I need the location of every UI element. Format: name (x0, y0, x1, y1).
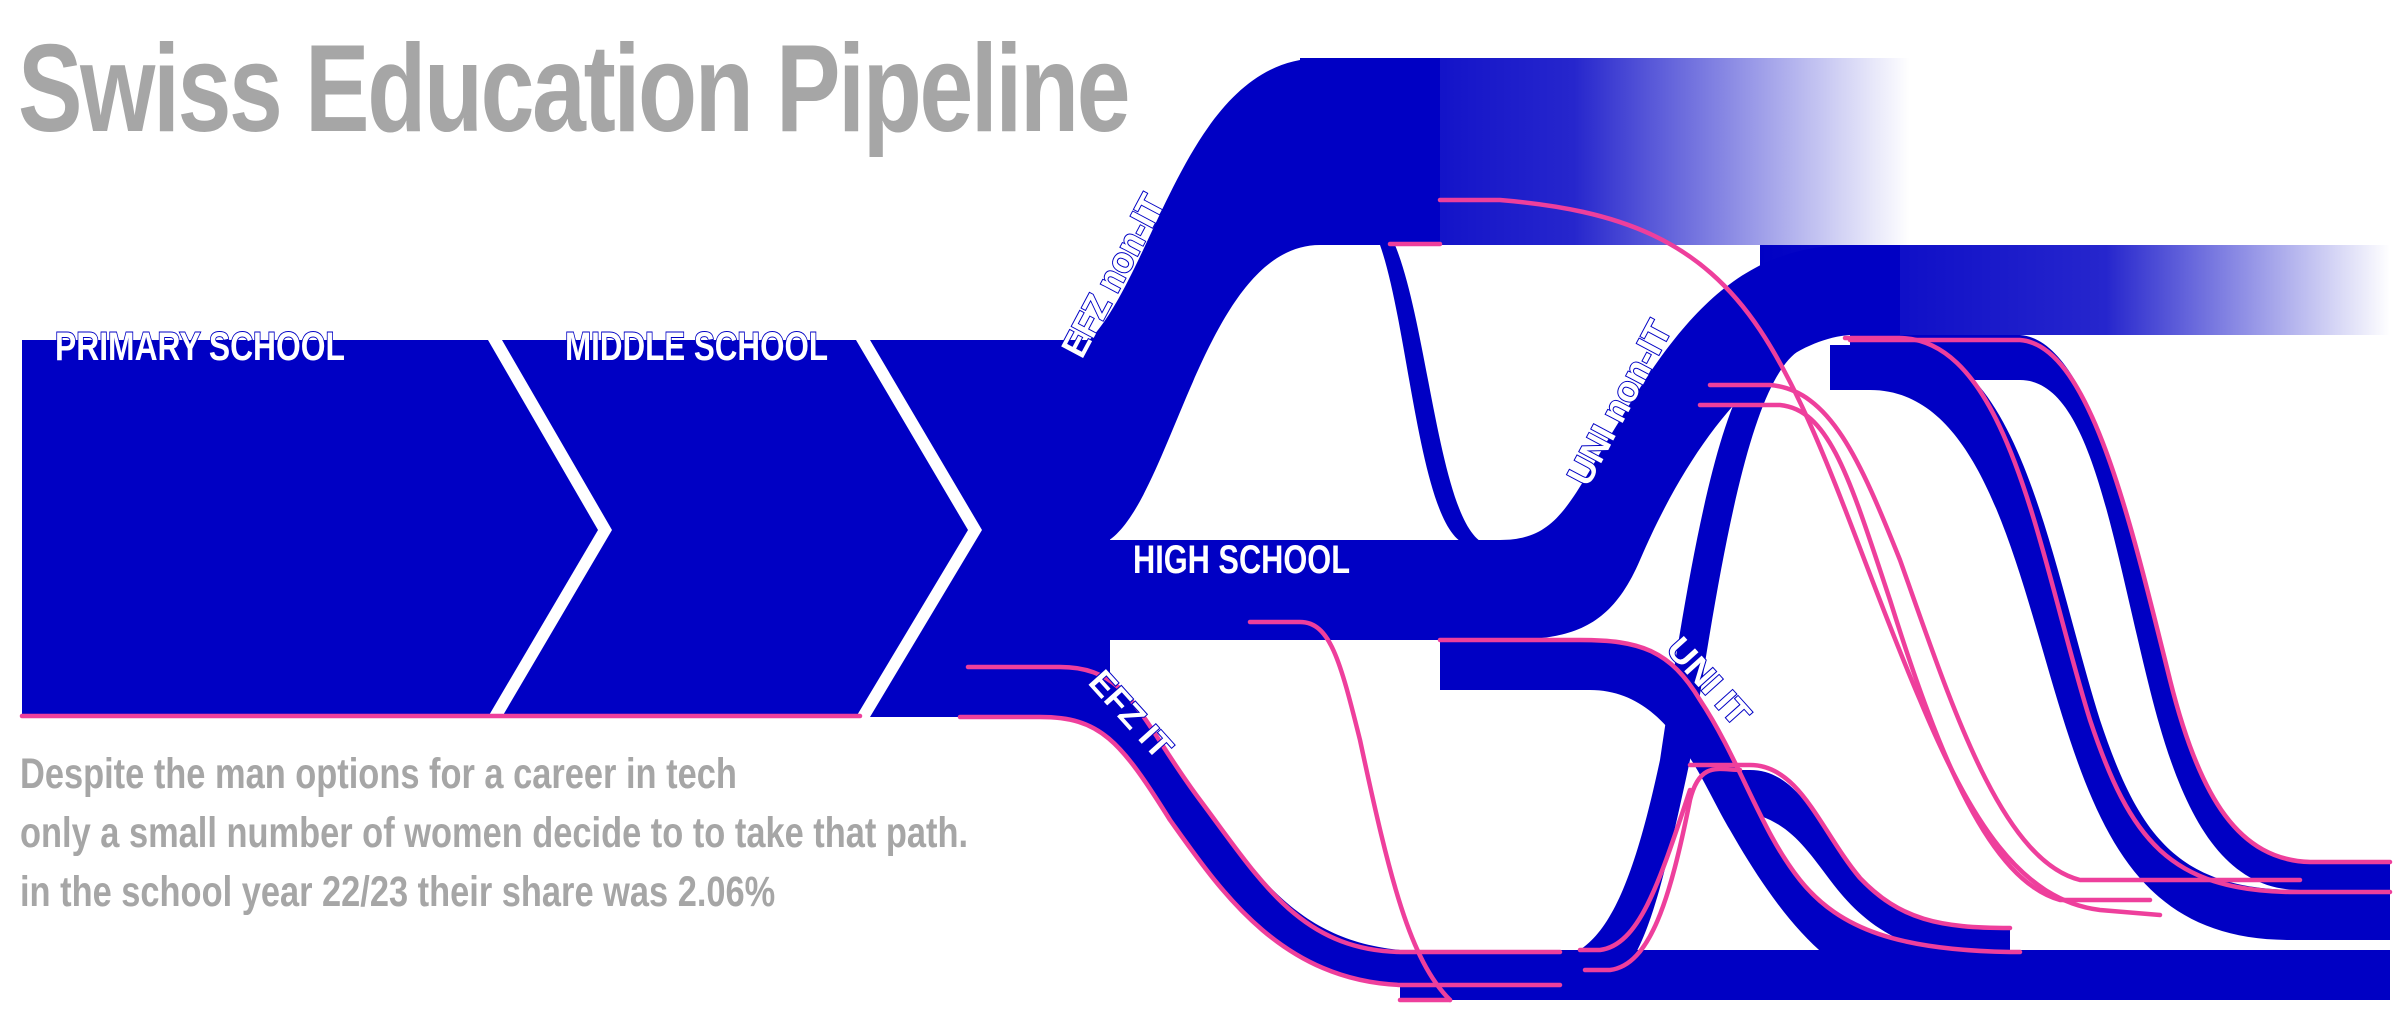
description-line-3: in the school year 22/23 their share was… (20, 868, 776, 916)
women-line-high-school (1247, 619, 1453, 1003)
women-line-efz-it (965, 664, 1563, 955)
women-highlight-group (19, 197, 2393, 1003)
bottom-collector (1400, 950, 2390, 1000)
women-line-cross-1 (1582, 766, 1743, 973)
uni-non-it-fade (1760, 245, 2390, 335)
women-line-uni-it-upper (1687, 762, 2013, 931)
primary-school-block (22, 340, 598, 717)
women-line-uni-non-it (1697, 402, 2153, 903)
label-primary-school: PRIMARY SCHOOL (55, 325, 345, 369)
uni-it-upper-flow (1700, 770, 2010, 955)
description-line-1: Despite the man options for a career in … (20, 750, 737, 798)
flow-group (22, 58, 2390, 1000)
middle-school-block (502, 340, 968, 717)
page-title: Swiss Education Pipeline (18, 20, 1130, 158)
efz-non-it-fade (1300, 58, 1910, 245)
efz-to-high-strand (1380, 245, 1490, 545)
women-line-uni-non-it-2 (1707, 382, 2303, 883)
women-line-cross-2 (1577, 787, 1693, 953)
split-block (870, 340, 1110, 717)
high-school-flow (1080, 245, 1900, 640)
description-text: Despite the man options for a career in … (20, 745, 1140, 922)
women-line-uni-top (1842, 335, 2393, 895)
women-line-efz-non-it (1437, 197, 2163, 918)
right-merge-flow (1830, 345, 2390, 940)
women-line-uni-it (1437, 637, 2023, 955)
women-line-right-merge (1847, 337, 2393, 865)
description-line-2: only a small number of women decide to t… (20, 809, 969, 857)
label-middle-school: MIDDLE SCHOOL (565, 325, 828, 369)
label-high-school: HIGH SCHOOL (1133, 538, 1350, 582)
women-line-efz-it-lower (957, 714, 1563, 988)
